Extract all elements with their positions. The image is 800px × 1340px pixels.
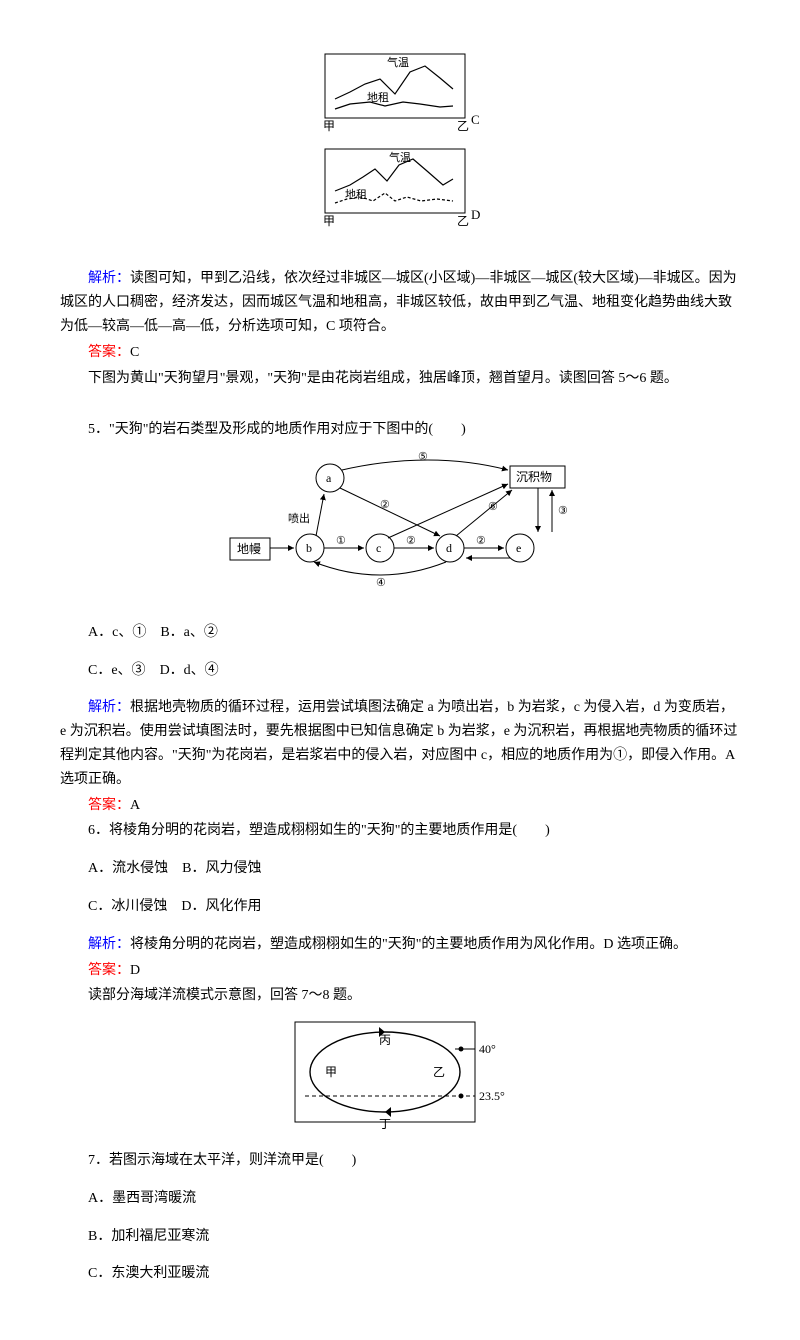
figure-c: 气温 地租 甲 乙 C: [315, 46, 485, 132]
diagram-rock-cycle: 地幔 沉积物 a b c d e 喷出 ① ② ② ⑤ ② ⑥ ③ ④: [60, 448, 740, 607]
svg-text:气温: 气温: [387, 55, 409, 69]
svg-text:C: C: [471, 112, 480, 127]
svg-text:d: d: [446, 541, 452, 555]
figure-c-d-block: 气温 地租 甲 乙 C 气温 地租 甲 乙 D: [60, 46, 740, 236]
explanation-5: 解析：根据地壳物质的循环过程，运用尝试填图法确定 a 为喷出岩，b 为岩浆，c …: [60, 696, 740, 791]
svg-text:地租: 地租: [345, 188, 367, 201]
question-5: 5．"天狗"的岩石类型及形成的地质作用对应于下图中的( ): [60, 418, 740, 442]
svg-text:乙: 乙: [457, 119, 469, 132]
q6-options-cd: C．冰川侵蚀 D．风化作用: [60, 895, 740, 919]
q7-option-c: C．东澳大利亚暖流: [60, 1262, 740, 1286]
svg-text:②: ②: [406, 535, 416, 547]
svg-text:乙: 乙: [433, 1065, 445, 1079]
explanation-4: 解析：读图可知，甲到乙沿线，依次经过非城区—城区(小区域)—非城区—城区(较大区…: [60, 267, 740, 338]
q6-options-ab: A．流水侵蚀 B．风力侵蚀: [60, 857, 740, 881]
svg-text:40°: 40°: [479, 1042, 496, 1056]
q7-option-b: B．加利福尼亚寒流: [60, 1225, 740, 1249]
svg-text:沉积物: 沉积物: [516, 470, 552, 484]
intro-5-6: 下图为黄山"天狗望月"景观，"天狗"是由花岗岩组成，独居峰顶，翘首望月。读图回答…: [60, 367, 740, 391]
svg-text:a: a: [326, 471, 332, 485]
svg-text:c: c: [376, 541, 381, 555]
svg-text:气温: 气温: [389, 150, 411, 164]
svg-text:②: ②: [380, 499, 390, 511]
answer-4: 答案：C: [60, 341, 740, 365]
svg-text:喷出: 喷出: [288, 511, 310, 525]
svg-text:丁: 丁: [379, 1117, 391, 1131]
answer-6: 答案：D: [60, 959, 740, 983]
explanation-6: 解析：将棱角分明的花岗岩，塑造成栩栩如生的"天狗"的主要地质作用为风化作用。D …: [60, 933, 740, 957]
svg-text:甲: 甲: [325, 1065, 337, 1079]
svg-text:丙: 丙: [379, 1033, 391, 1047]
svg-text:②: ②: [476, 535, 486, 547]
svg-text:D: D: [471, 207, 480, 222]
answer-label: 答案：: [88, 345, 130, 360]
svg-text:23.5°: 23.5°: [479, 1089, 505, 1103]
question-7: 7．若图示海域在太平洋，则洋流甲是( ): [60, 1149, 740, 1173]
q5-options-ab: A．c、① B．a、②: [60, 621, 740, 645]
svg-text:乙: 乙: [457, 214, 469, 227]
answer-5: 答案：A: [60, 794, 740, 818]
svg-text:①: ①: [336, 535, 346, 547]
svg-text:b: b: [306, 541, 312, 555]
svg-text:⑥: ⑥: [488, 501, 498, 513]
svg-text:甲: 甲: [323, 214, 335, 227]
intro-7-8: 读部分海域洋流模式示意图，回答 7～8 题。: [60, 984, 740, 1008]
svg-text:⑤: ⑤: [418, 451, 428, 463]
svg-text:④: ④: [376, 577, 386, 589]
question-6: 6．将棱角分明的花岗岩，塑造成栩栩如生的"天狗"的主要地质作用是( ): [60, 819, 740, 843]
explain-label: 解析：: [88, 271, 130, 286]
q5-options-cd: C．e、③ D．d、④: [60, 659, 740, 683]
svg-text:甲: 甲: [323, 119, 335, 132]
diagram-ocean-current: 40° 23.5° 丙 甲 乙 丁: [60, 1014, 740, 1143]
svg-text:地租: 地租: [367, 91, 389, 104]
svg-text:e: e: [516, 541, 521, 555]
svg-text:③: ③: [558, 505, 568, 517]
svg-text:地幔: 地幔: [237, 541, 261, 556]
figure-d: 气温 地租 甲 乙 D: [315, 141, 485, 227]
q7-option-a: A．墨西哥湾暖流: [60, 1187, 740, 1211]
